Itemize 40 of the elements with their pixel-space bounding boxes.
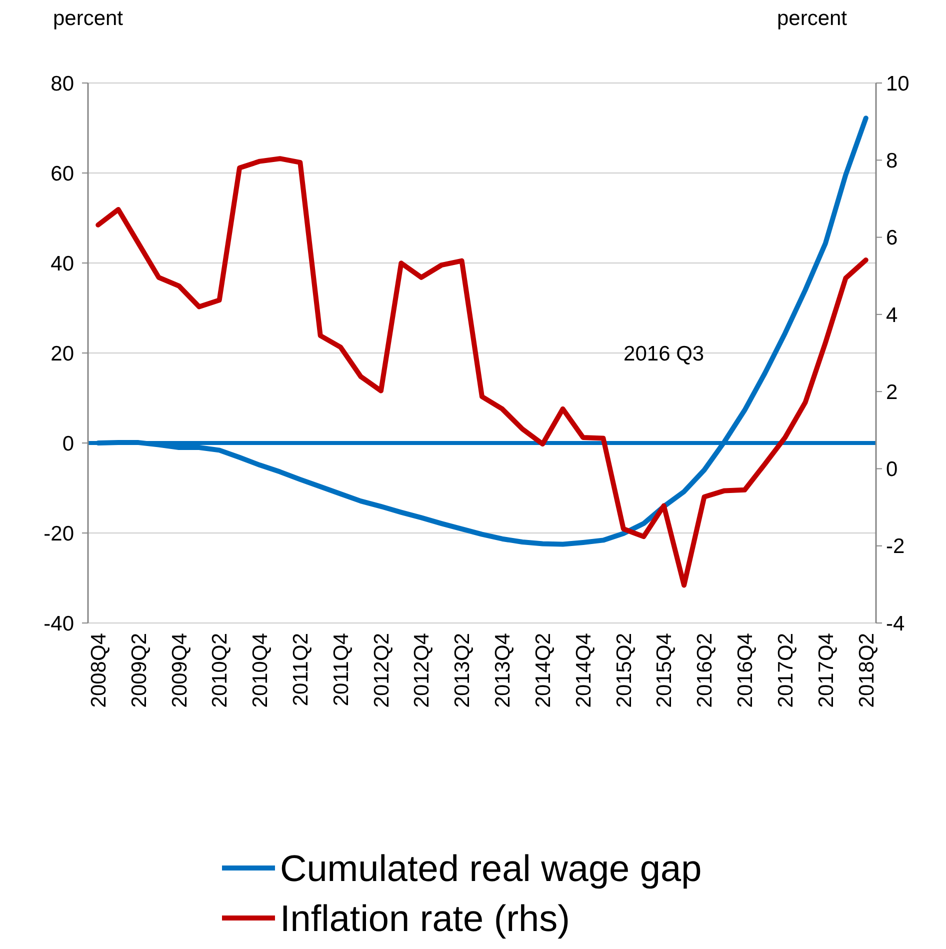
- x-tick-label: 2015Q4: [653, 632, 676, 708]
- y2-tick-label: -4: [886, 612, 905, 636]
- y2-tick-label: 4: [886, 304, 898, 327]
- y-tick-label: 40: [50, 252, 74, 276]
- y-tick-label: 0: [62, 432, 74, 456]
- legend-label: Cumulated real wage gap: [280, 848, 702, 889]
- x-tick-label: 2017Q2: [774, 633, 798, 708]
- x-tick-label: 2010Q2: [208, 633, 232, 708]
- y-tick-label: 60: [50, 162, 74, 186]
- y2-tick-label: -2: [886, 535, 905, 558]
- x-tick-label: 2013Q4: [492, 632, 515, 708]
- x-tick-label: 2013Q2: [451, 633, 474, 708]
- y-tick-label: -40: [44, 612, 74, 636]
- x-tick-label: 2011Q2: [290, 633, 313, 706]
- y2-tick-label: 8: [886, 149, 898, 172]
- y2-tick-label: 2: [886, 380, 898, 404]
- y2-tick-label: 10: [886, 72, 910, 96]
- y2-tick-label: 6: [886, 226, 898, 250]
- x-tick-label: 2017Q4: [814, 632, 838, 708]
- x-tick-label: 2009Q2: [128, 633, 151, 708]
- y2-tick-label: 0: [886, 458, 898, 482]
- y2-axis-title: percent: [776, 7, 848, 30]
- x-tick-label: 2016Q4: [734, 632, 758, 708]
- x-tick-label: 2016Q2: [694, 633, 717, 708]
- x-tick-label: 2015Q2: [612, 633, 636, 708]
- x-tick-label: 2014Q4: [572, 632, 596, 708]
- x-tick-label: 2008Q4: [87, 632, 110, 708]
- x-tick-label: 2011Q4: [330, 632, 353, 706]
- legend-label: Inflation rate (rhs): [280, 898, 570, 939]
- y-tick-label: 20: [50, 342, 74, 366]
- x-tick-label: 2009Q4: [168, 632, 192, 708]
- y-tick-label: -20: [44, 522, 74, 546]
- y-axis-title: percent: [52, 7, 124, 30]
- x-tick-label: 2014Q2: [532, 633, 555, 708]
- annotation: 2016 Q3: [624, 342, 704, 366]
- x-tick-label: 2012Q4: [410, 632, 434, 708]
- x-tick-label: 2012Q2: [370, 633, 394, 708]
- y-tick-label: 80: [50, 72, 74, 96]
- x-tick-label: 2010Q4: [249, 632, 272, 708]
- x-tick-label: 2018Q2: [855, 633, 878, 708]
